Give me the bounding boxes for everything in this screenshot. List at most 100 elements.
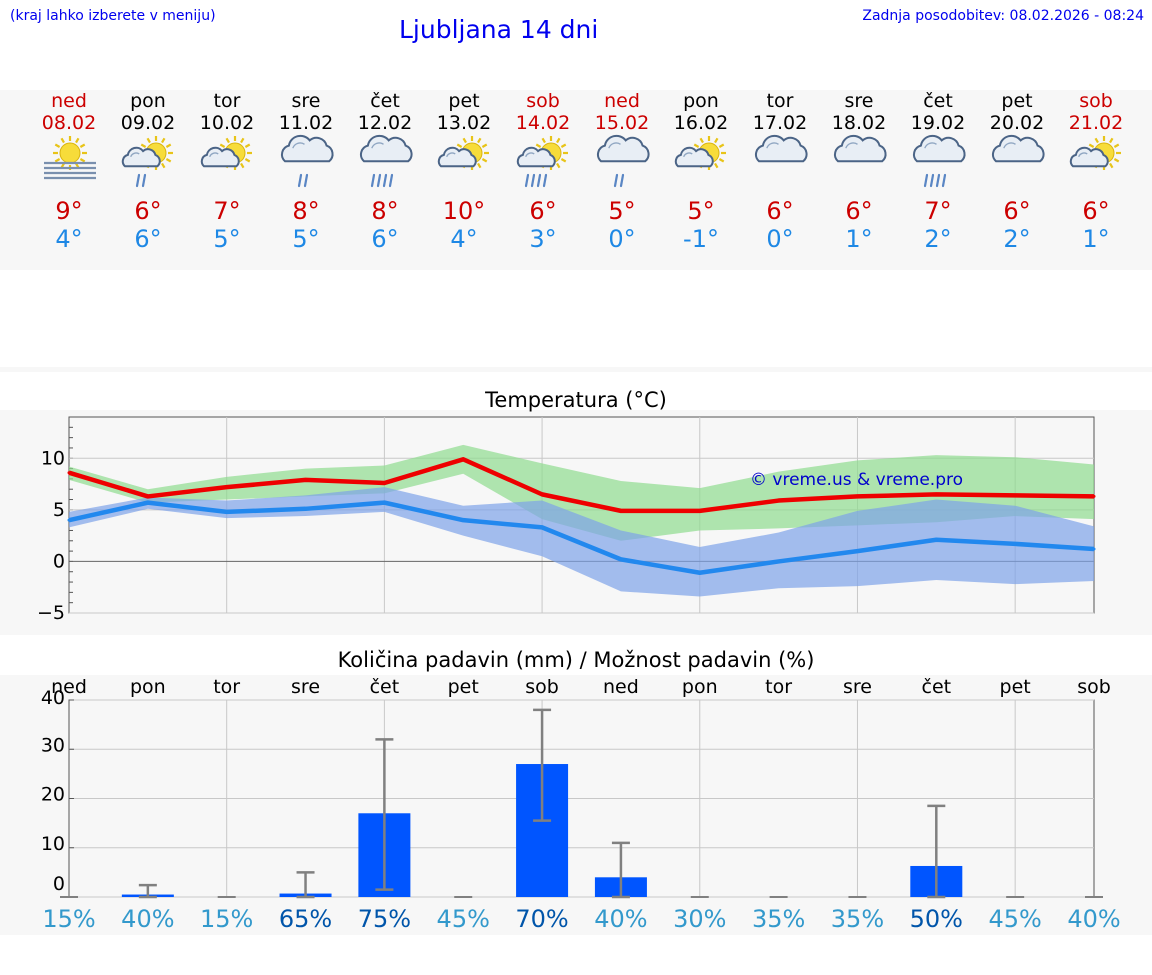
precipitation-probability: 40% bbox=[594, 905, 647, 933]
x-category-label: ned bbox=[51, 676, 87, 698]
cloud-shape-icon bbox=[359, 134, 413, 163]
day-date: 09.02 bbox=[120, 112, 176, 134]
y-tick-label: 10 bbox=[41, 833, 65, 855]
min-temperature: 5° bbox=[292, 225, 320, 253]
day-name: tor bbox=[213, 90, 241, 112]
sun-cloud-icon bbox=[1069, 136, 1121, 170]
min-temperature: 0° bbox=[608, 225, 636, 253]
forecast-day: pon 09.02 6° 6° bbox=[108, 90, 188, 270]
precipitation-probability: 65% bbox=[279, 905, 332, 933]
max-temperature-point bbox=[1013, 493, 1017, 497]
day-name: ned bbox=[51, 90, 87, 112]
max-temperature-point bbox=[540, 492, 544, 496]
min-temperature-point bbox=[619, 557, 623, 561]
day-name: pet bbox=[1001, 90, 1033, 112]
cloud-rain-icon bbox=[596, 134, 650, 188]
rain-drops-icon bbox=[135, 173, 147, 188]
separator-band bbox=[0, 367, 1152, 372]
day-name: ned bbox=[604, 90, 640, 112]
precipitation-error-bar bbox=[296, 871, 315, 899]
min-temperature-point bbox=[855, 549, 859, 553]
forecast-day: sob 14.02 6° 3° bbox=[503, 90, 583, 270]
cloud-shape-icon bbox=[280, 134, 334, 163]
sun-cloud-icon bbox=[674, 136, 726, 170]
x-category-label: pet bbox=[448, 676, 479, 698]
x-category-label: sre bbox=[291, 676, 320, 698]
precipitation-error-bar bbox=[927, 804, 946, 899]
day-name: tor bbox=[766, 90, 794, 112]
forecast-day: sre 18.02 6° 1° bbox=[819, 90, 899, 270]
day-date: 14.02 bbox=[515, 112, 571, 134]
precipitation-probability: 15% bbox=[42, 905, 95, 933]
day-date: 20.02 bbox=[989, 112, 1045, 134]
x-category-label: pon bbox=[130, 676, 166, 698]
max-temperature: 6° bbox=[1003, 197, 1031, 225]
day-date: 08.02 bbox=[41, 112, 97, 134]
y-tick-label: 5 bbox=[53, 499, 65, 521]
y-tick-label: −5 bbox=[37, 602, 65, 624]
temperature-chart-title: Temperatura (°C) bbox=[485, 388, 667, 412]
forecast-day: pon 16.02 5° -1° bbox=[661, 90, 741, 270]
min-temperature: 5° bbox=[213, 225, 241, 253]
y-tick-label: 20 bbox=[41, 784, 65, 806]
max-temperature: 8° bbox=[292, 197, 320, 225]
min-temperature-point bbox=[1013, 542, 1017, 546]
cloud-shape-icon bbox=[991, 134, 1045, 163]
day-date: 10.02 bbox=[199, 112, 255, 134]
y-tick-label: 10 bbox=[41, 447, 65, 469]
precipitation-probability: 75% bbox=[358, 905, 411, 933]
day-date: 11.02 bbox=[278, 112, 334, 134]
day-name: čet bbox=[923, 90, 953, 112]
precipitation-probability: 40% bbox=[1067, 905, 1120, 933]
sun-cloud-rain-icon bbox=[121, 136, 173, 188]
day-name: pon bbox=[683, 90, 719, 112]
day-name: sob bbox=[526, 90, 560, 112]
min-temperature: 6° bbox=[134, 225, 162, 253]
cloud-shape-icon bbox=[437, 146, 477, 168]
cloud-heavy-rain-icon bbox=[912, 134, 966, 188]
day-name: sob bbox=[1079, 90, 1113, 112]
precipitation-chart-title: Količina padavin (mm) / Možnost padavin … bbox=[337, 648, 815, 672]
fog-sun-icon bbox=[44, 136, 96, 180]
cloud-shape-icon bbox=[121, 146, 161, 168]
x-category-label: pet bbox=[1000, 676, 1031, 698]
last-updated: Zadnja posodobitev: 08.02.2026 - 08:24 bbox=[862, 8, 1144, 24]
x-category-label: čet bbox=[370, 676, 400, 698]
precipitation-error-bar bbox=[138, 883, 157, 899]
min-temperature-line bbox=[68, 500, 1095, 576]
day-date: 19.02 bbox=[910, 112, 966, 134]
sun-cloud-icon bbox=[437, 136, 489, 170]
min-temperature: 2° bbox=[1003, 225, 1031, 253]
location-menu-hint: (kraj lahko izberete v meniju) bbox=[10, 8, 216, 24]
precipitation-probability: 35% bbox=[831, 905, 884, 933]
min-temperature-point bbox=[67, 518, 71, 522]
max-temperature-point bbox=[698, 509, 702, 513]
max-temperature: 8° bbox=[371, 197, 399, 225]
page-title: Ljubljana 14 dni bbox=[399, 15, 599, 44]
forecast-day: sre 11.02 8° 5° bbox=[266, 90, 346, 270]
forecast-day: pet 13.02 10° 4° bbox=[424, 90, 504, 270]
max-temperature-point bbox=[777, 499, 781, 503]
x-category-label: čet bbox=[922, 676, 952, 698]
precipitation-probability: 35% bbox=[752, 905, 805, 933]
min-temperature-point bbox=[777, 559, 781, 563]
day-date: 17.02 bbox=[752, 112, 808, 134]
min-temperature-point bbox=[461, 518, 465, 522]
max-temperature: 5° bbox=[608, 197, 636, 225]
forecast-day: pet 20.02 6° 2° bbox=[977, 90, 1057, 270]
rain-drops-icon bbox=[297, 173, 309, 188]
precipitation-probability: 50% bbox=[910, 905, 963, 933]
daily-forecast-strip: ned 08.02 9° 4° pon 09.02 6° 6° tor 10.02 7° 5° sre 1… bbox=[0, 90, 1152, 270]
max-temperature-point bbox=[461, 457, 465, 461]
max-temperature: 7° bbox=[213, 197, 241, 225]
y-tick-label: 30 bbox=[41, 734, 65, 756]
precipitation-error-bar bbox=[611, 841, 630, 899]
cloud-shape-icon bbox=[516, 146, 556, 168]
cloud-rain-icon bbox=[280, 134, 334, 188]
forecast-day: tor 17.02 6° 0° bbox=[740, 90, 820, 270]
day-name: pon bbox=[130, 90, 166, 112]
max-temperature: 7° bbox=[924, 197, 952, 225]
min-temperature-point bbox=[304, 507, 308, 511]
